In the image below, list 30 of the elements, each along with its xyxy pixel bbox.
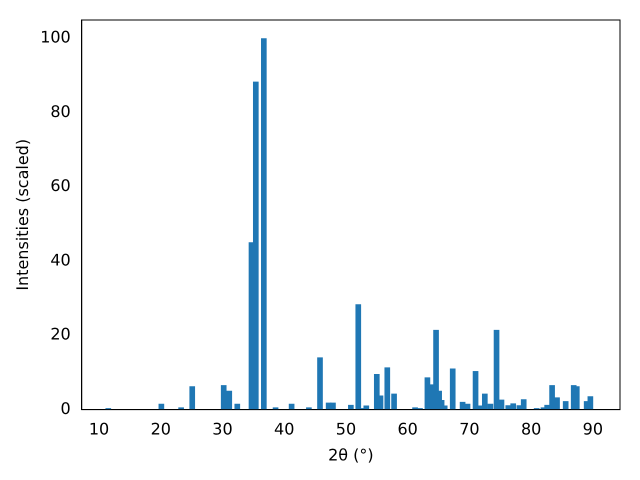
x-tick-label: 60 bbox=[397, 419, 418, 438]
x-tick-label: 90 bbox=[582, 419, 604, 438]
y-tick-label: 100 bbox=[40, 28, 71, 47]
x-tick-label: 50 bbox=[336, 419, 356, 438]
x-tick-label: 40 bbox=[274, 419, 294, 438]
bar bbox=[562, 401, 569, 410]
y-tick-label: 0 bbox=[60, 398, 71, 418]
x-tick-label: 70 bbox=[459, 419, 480, 438]
bar bbox=[261, 38, 267, 410]
y-tick-label: 20 bbox=[50, 324, 71, 344]
bar bbox=[330, 402, 336, 410]
bar bbox=[288, 404, 294, 410]
x-axis-title: 2θ (°) bbox=[328, 446, 374, 465]
y-tick-label: 40 bbox=[50, 250, 71, 270]
x-tick-label: 80 bbox=[520, 419, 542, 438]
y-tick-label: 60 bbox=[50, 176, 71, 196]
y-tick-label: 80 bbox=[50, 102, 71, 121]
bar bbox=[472, 371, 478, 410]
bar bbox=[189, 386, 196, 410]
y-axis-title: Intensities (scaled) bbox=[12, 138, 32, 291]
x-tick-label: 10 bbox=[88, 419, 110, 438]
bar bbox=[252, 82, 259, 410]
bar bbox=[234, 404, 240, 410]
bar bbox=[588, 396, 594, 410]
x-tick-label: 20 bbox=[150, 419, 171, 438]
bar bbox=[355, 304, 362, 410]
bar bbox=[317, 357, 323, 410]
bar bbox=[158, 404, 164, 410]
x-tick-label: 30 bbox=[212, 419, 233, 438]
bar bbox=[450, 368, 456, 410]
